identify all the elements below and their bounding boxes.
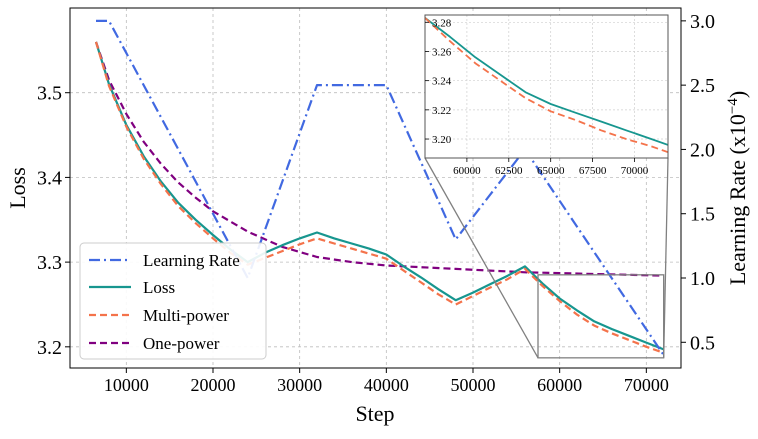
legend-box — [79, 242, 267, 360]
y-tick-label-right: 2.5 — [690, 75, 715, 97]
main-series — [94, 19, 665, 356]
x-axis-label: Step — [355, 401, 394, 426]
inset-series-line-loss — [425, 17, 668, 146]
inset-y-tick-label: 3.22 — [432, 105, 451, 117]
inset-y-tick-label: 3.26 — [432, 46, 452, 58]
legend-label-loss: Loss — [143, 278, 175, 297]
y-axis-label-right: Learning Rate (x10−4) — [725, 91, 750, 285]
y-tick-label-left: 3.2 — [37, 337, 62, 359]
zoom-region-box — [537, 274, 665, 359]
tick-marks: 10000 20000 30000 40000 50000 60000 70000 3.2 3.… — [37, 11, 715, 395]
legend-item-loss: Loss — [89, 278, 175, 297]
y-tick-label-right: 0.5 — [690, 332, 715, 354]
legend-item-one-power: One-power — [89, 334, 220, 353]
y-tick-label-left: 3.3 — [37, 252, 62, 274]
inset-x-tick-label: 67500 — [579, 165, 607, 177]
zoom-connector-right — [663, 157, 669, 358]
x-tick-label: 40000 — [364, 375, 409, 395]
inset-frame — [424, 14, 669, 159]
inset-grid-lines — [425, 15, 668, 158]
legend: Learning Rate Loss Multi-power One-power — [79, 242, 267, 360]
y-axis-label-right-main: Learning Rate (x10 — [725, 114, 750, 285]
inset-x-tick-label: 62500 — [495, 165, 523, 177]
x-tick-label: 20000 — [191, 375, 236, 395]
main-plot-frame — [69, 7, 682, 369]
x-tick-label: 60000 — [537, 375, 582, 395]
x-tick-label: 30000 — [277, 375, 322, 395]
zoom-indicator — [424, 157, 669, 359]
y-tick-label-right: 1.5 — [690, 204, 715, 226]
inset-x-tick-label: 65000 — [537, 165, 565, 177]
inset-x-tick-label: 70000 — [621, 165, 649, 177]
y-tick-label-left: 3.4 — [37, 167, 62, 189]
inset-y-tick-label: 3.24 — [432, 76, 452, 88]
y-tick-label-right: 1.0 — [690, 268, 715, 290]
series-line-one-power — [94, 41, 664, 277]
x-tick-label: 10000 — [104, 375, 149, 395]
inset-y-tick-label: 3.20 — [432, 134, 452, 146]
zoom-connector-left — [424, 157, 539, 359]
inset-tick-marks: 60000 62500 65000 67500 70000 3.20 3.22 3.24 3.2… — [425, 17, 649, 177]
legend-label-learning-rate: Learning Rate — [143, 251, 240, 270]
y-tick-label-right: 2.0 — [690, 139, 715, 161]
inset-series-line-multi-power — [425, 17, 668, 154]
legend-item-multi-power: Multi-power — [89, 306, 229, 325]
inset-plot: 60000 62500 65000 67500 70000 3.20 3.22 3.24 3.2… — [424, 14, 669, 177]
legend-item-learning-rate: Learning Rate — [89, 251, 240, 270]
inset-background — [425, 15, 668, 158]
y-axis-label-left: Loss — [5, 167, 30, 209]
inset-series — [425, 17, 668, 154]
x-tick-label: 50000 — [451, 375, 496, 395]
y-axis-label-right-exponent: −4 — [725, 98, 741, 114]
y-axis-label-right-tail: ) — [725, 91, 750, 98]
legend-label-multi-power: Multi-power — [143, 306, 229, 325]
x-tick-label: 70000 — [624, 375, 669, 395]
y-tick-label-left: 3.5 — [37, 83, 62, 105]
inset-y-tick-label: 3.28 — [432, 17, 452, 29]
y-tick-label-right: 3.0 — [690, 11, 715, 33]
series-line-learning-rate — [96, 19, 665, 356]
series-line-loss — [94, 41, 665, 351]
inset-x-tick-label: 60000 — [453, 165, 481, 177]
series-line-multi-power — [94, 41, 665, 354]
legend-label-one-power: One-power — [143, 334, 220, 353]
